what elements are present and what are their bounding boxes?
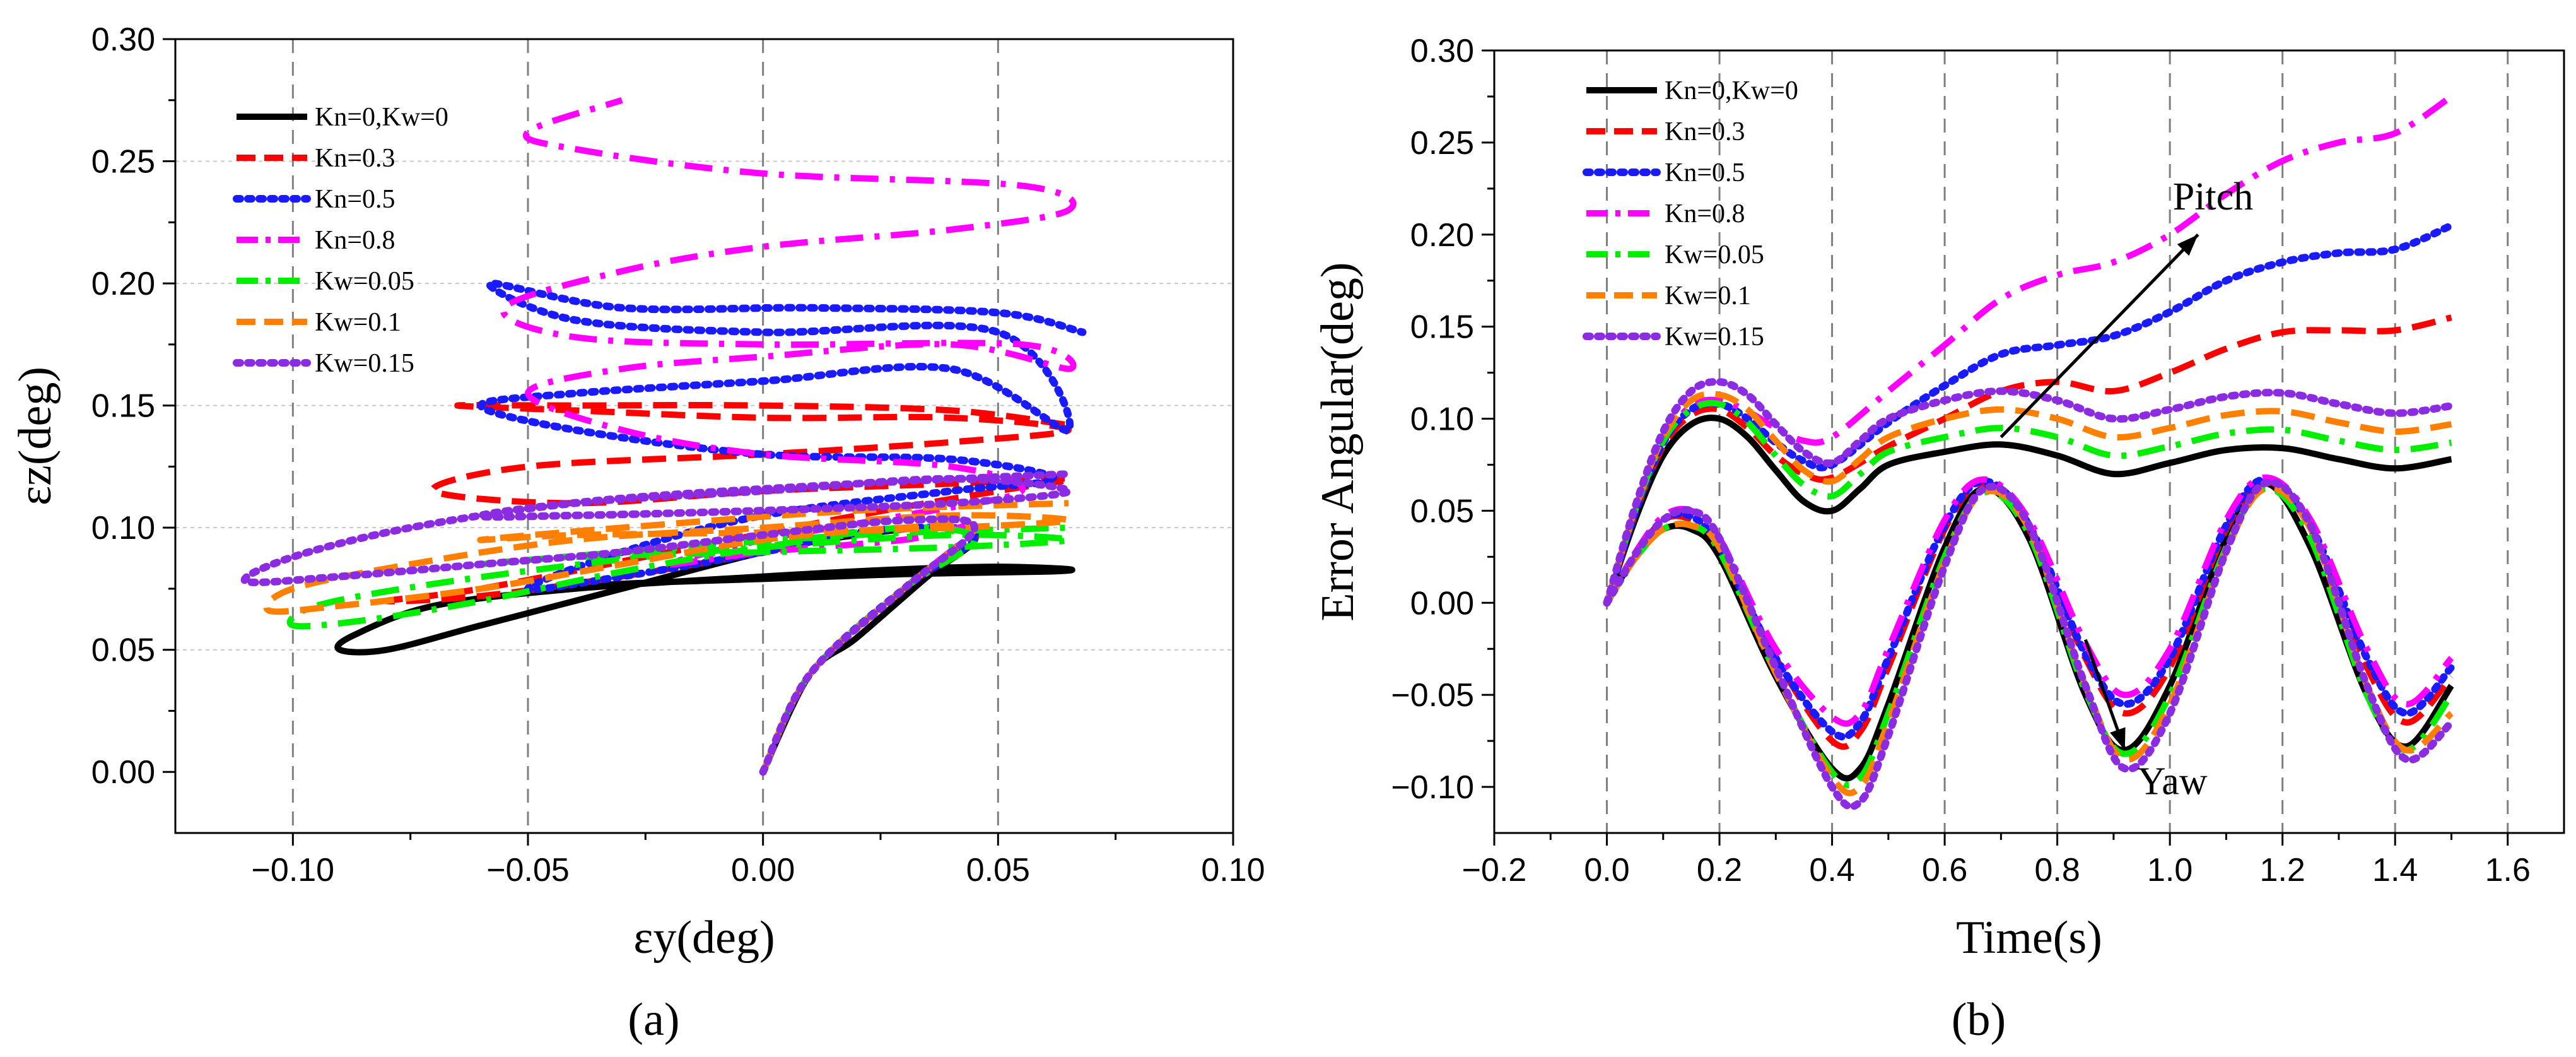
x-tick-label: 1.0 bbox=[2147, 852, 2193, 889]
y-tick-label: 0.20 bbox=[1410, 217, 1474, 254]
y-tick-label: −0.10 bbox=[1391, 769, 1474, 806]
legend-label-6: Kw=0.1 bbox=[315, 308, 401, 337]
series-line-6 bbox=[263, 500, 1072, 774]
legend-label-5: Kw=0.05 bbox=[1665, 240, 1764, 269]
x-tick-label: 0.4 bbox=[1809, 852, 1854, 889]
series-line-7-yaw bbox=[1603, 478, 2456, 811]
chart-a: −0.10 −0.05 0.00 0.05 0.10 0.00 0.05 0.10 0.15 0.… bbox=[9, 21, 1265, 1046]
x-tick-label: 0.00 bbox=[731, 852, 795, 889]
annotation-arrow bbox=[1999, 233, 2199, 439]
x-axis-label: Time(s) bbox=[1956, 912, 2102, 964]
x-tick-label: −0.05 bbox=[486, 852, 570, 889]
x-tick-label: −0.2 bbox=[1462, 852, 1527, 889]
x-tick-label: 1.4 bbox=[2372, 852, 2418, 889]
legend-label-2: Kn=0.3 bbox=[315, 144, 395, 173]
x-tick-label: 0.0 bbox=[1584, 852, 1629, 889]
panel-label: (a) bbox=[628, 994, 679, 1046]
series-line-4 bbox=[500, 97, 1077, 774]
legend-label-6: Kw=0.1 bbox=[1665, 281, 1751, 310]
legend-label-7: Kw=0.15 bbox=[1665, 322, 1764, 351]
y-tick-label: 0.05 bbox=[1410, 493, 1474, 529]
annotation-arrowhead bbox=[2177, 234, 2198, 256]
x-tick-label: 0.8 bbox=[2034, 852, 2080, 889]
series-line-6-pitch bbox=[1603, 391, 2452, 604]
y-axis-label: Error Angular(deg) bbox=[1312, 262, 1364, 621]
legend-label-7: Kw=0.15 bbox=[315, 349, 414, 378]
series-line-7 bbox=[240, 470, 1073, 776]
series-line-5-pitch bbox=[1603, 399, 2452, 604]
legend-label-4: Kn=0.8 bbox=[315, 226, 395, 255]
legend: Kn=0,Kw=0 Kn=0.3 Kn=0.5 Kn=0.8 Kw=0.05 Kw=0.1… bbox=[1583, 76, 1798, 351]
y-tick-label: 0.20 bbox=[91, 266, 155, 302]
annotation-text: Pitch bbox=[2173, 175, 2253, 218]
y-tick-label: 0.10 bbox=[91, 510, 155, 546]
legend-label-3: Kn=0.5 bbox=[315, 185, 395, 214]
series-line-2-pitch bbox=[1603, 314, 2452, 604]
y-tick-label: 0.00 bbox=[91, 754, 155, 791]
y-tick-label: 0.15 bbox=[91, 388, 155, 425]
panel-label: (b) bbox=[1952, 994, 2006, 1046]
y-tick-label: 0.05 bbox=[91, 632, 155, 669]
y-tick-label: 0.00 bbox=[1410, 585, 1474, 622]
series-line-4-pitch bbox=[1603, 93, 2454, 604]
y-tick-label: −0.05 bbox=[1391, 677, 1474, 714]
legend-label-5: Kw=0.05 bbox=[315, 267, 414, 296]
chart-b: −0.2 0.0 0.2 0.4 0.6 0.8 1.0 1.2 1.4 1.6 −0.10 −0.0… bbox=[1312, 33, 2565, 1046]
x-tick-label: 0.2 bbox=[1697, 852, 1742, 889]
plot-frame bbox=[1493, 49, 2565, 834]
x-tick-label: 1.2 bbox=[2260, 852, 2305, 889]
legend: Kn=0,Kw=0 Kn=0.3 Kn=0.5 Kn=0.8 Kw=0.05 Kw=0.1… bbox=[233, 103, 448, 378]
legend-label-1: Kn=0,Kw=0 bbox=[315, 103, 448, 132]
x-tick-label: 0.6 bbox=[1922, 852, 1967, 889]
x-axis-label: εy(deg) bbox=[633, 912, 775, 964]
y-tick-label: 0.30 bbox=[91, 21, 155, 58]
annotation-text: Yaw bbox=[2138, 760, 2208, 803]
series-line-3-pitch bbox=[1603, 221, 2456, 607]
legend-label-3: Kn=0.5 bbox=[1665, 158, 1745, 187]
series-line-1-pitch bbox=[1603, 415, 2452, 604]
annotation-arrowhead bbox=[2110, 727, 2126, 750]
y-axis-label: εz(deg) bbox=[9, 367, 61, 505]
x-tick-label: 0.05 bbox=[966, 852, 1030, 889]
legend-label-4: Kn=0.8 bbox=[1665, 199, 1745, 228]
y-tick-label: 0.10 bbox=[1410, 401, 1474, 438]
y-tick-label: 0.25 bbox=[91, 144, 155, 180]
legend-label-1: Kn=0,Kw=0 bbox=[1665, 76, 1798, 105]
x-tick-label: 1.6 bbox=[2485, 852, 2531, 889]
x-tick-label: −0.10 bbox=[252, 852, 335, 889]
plot-frame bbox=[174, 38, 1234, 834]
y-tick-label: 0.30 bbox=[1410, 33, 1474, 69]
y-tick-label: 0.25 bbox=[1410, 125, 1474, 162]
y-tick-label: 0.15 bbox=[1410, 309, 1474, 346]
x-tick-label: 0.10 bbox=[1201, 852, 1265, 889]
series-line-7-pitch bbox=[1603, 378, 2456, 607]
legend-label-2: Kn=0.3 bbox=[1665, 117, 1745, 146]
